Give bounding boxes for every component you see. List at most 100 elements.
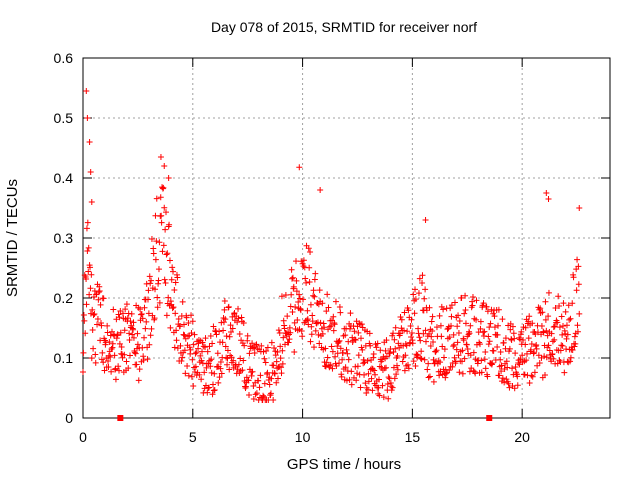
data-point: [234, 319, 241, 326]
data-point: [529, 373, 536, 380]
data-point: [549, 351, 556, 358]
data-point: [514, 373, 521, 380]
data-point: [543, 327, 550, 334]
data-point: [116, 340, 123, 347]
data-point: [82, 330, 89, 337]
data-point: [210, 323, 217, 330]
data-point: [478, 369, 485, 376]
data-point: [179, 298, 186, 305]
data-point: [98, 322, 105, 329]
data-point: [477, 325, 484, 332]
data-point: [294, 316, 301, 323]
x-tick-label: 20: [514, 429, 530, 445]
data-point: [209, 391, 216, 398]
data-point: [304, 316, 311, 323]
data-point: [437, 322, 444, 329]
data-point: [394, 366, 401, 373]
data-point: [573, 287, 580, 294]
data-point: [390, 349, 397, 356]
data-point: [575, 263, 582, 270]
data-point: [188, 373, 195, 380]
data-point: [272, 352, 279, 359]
data-point: [118, 350, 125, 357]
data-point: [309, 312, 316, 319]
data-point: [365, 370, 372, 377]
data-point: [551, 336, 558, 343]
data-point: [376, 392, 383, 399]
data-point: [147, 332, 154, 339]
data-point: [566, 316, 573, 323]
data-point: [261, 380, 268, 387]
data-point: [374, 340, 381, 347]
data-point: [257, 372, 264, 379]
data-point: [125, 365, 132, 372]
data-point: [191, 331, 198, 338]
data-point: [104, 329, 111, 336]
data-point: [192, 363, 199, 370]
data-point: [94, 321, 101, 328]
data-point: [148, 277, 155, 284]
y-tick-label: 0.3: [54, 230, 74, 246]
data-point: [359, 346, 366, 353]
data-point: [267, 390, 274, 397]
data-point: [473, 316, 480, 323]
data-point: [129, 331, 136, 338]
data-point: [206, 343, 213, 350]
data-point: [308, 323, 315, 330]
data-point: [134, 341, 141, 348]
data-point: [274, 349, 281, 356]
data-point: [355, 329, 362, 336]
data-point: [391, 375, 398, 382]
data-point: [130, 334, 137, 341]
data-point: [556, 324, 563, 331]
data-point: [428, 318, 435, 325]
data-point: [528, 372, 535, 379]
data-point: [565, 302, 572, 309]
data-point: [180, 331, 187, 338]
data-point: [355, 352, 362, 359]
data-point: [88, 199, 95, 205]
data-point: [323, 359, 330, 366]
data-point: [81, 317, 88, 324]
data-point: [165, 294, 172, 301]
data-point: [428, 333, 435, 340]
data-point: [486, 324, 493, 331]
data-point: [425, 360, 432, 367]
data-point: [408, 329, 415, 336]
data-point: [253, 390, 260, 397]
data-point: [364, 357, 371, 364]
data-point: [417, 355, 424, 362]
data-point: [576, 205, 583, 211]
data-point: [130, 319, 137, 326]
data-point: [333, 362, 340, 369]
data-point: [145, 287, 152, 294]
data-point: [182, 370, 189, 377]
data-point: [296, 291, 303, 298]
data-point: [204, 348, 211, 355]
data-point: [144, 356, 151, 363]
data-point: [215, 379, 222, 386]
data-point: [251, 350, 258, 357]
data-point: [473, 297, 480, 304]
data-point: [156, 239, 163, 246]
data-point: [246, 391, 253, 398]
data-point: [549, 338, 556, 345]
data-point: [503, 358, 510, 365]
data-point: [181, 321, 188, 328]
data-point: [87, 264, 94, 271]
data-point: [307, 338, 314, 345]
data-point: [168, 276, 175, 283]
data-point: [121, 327, 128, 334]
data-point: [200, 343, 207, 350]
data-point: [118, 343, 125, 350]
data-point: [542, 298, 549, 305]
data-point: [204, 389, 211, 396]
data-point: [348, 368, 355, 375]
data-point: [509, 323, 516, 330]
data-point: [446, 367, 453, 374]
data-point: [219, 339, 226, 346]
data-point: [456, 369, 463, 376]
data-point: [137, 311, 144, 318]
data-point: [330, 327, 337, 334]
data-point: [99, 349, 106, 356]
